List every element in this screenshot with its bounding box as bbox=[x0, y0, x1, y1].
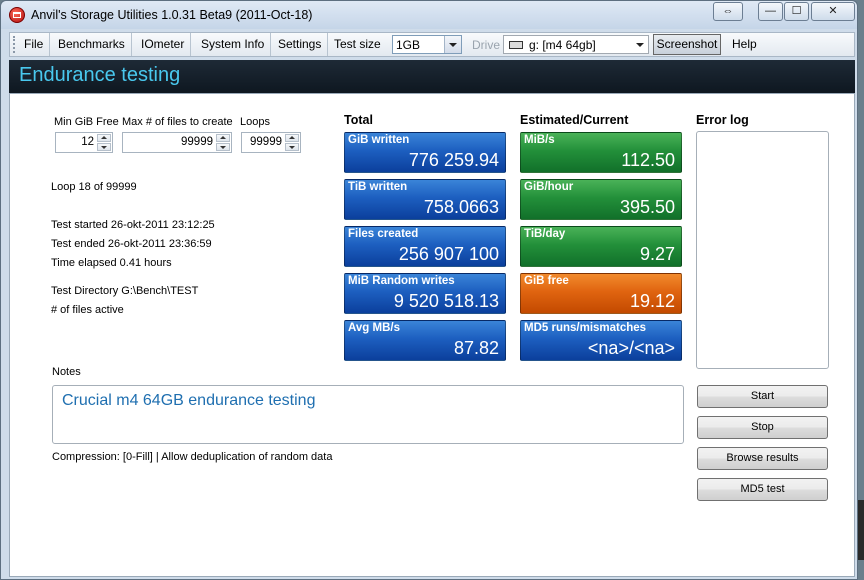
toolbar-grip-icon[interactable] bbox=[13, 36, 16, 53]
max-files-value: 99999 bbox=[181, 136, 213, 148]
tile-md5-runs: MD5 runs/mismatches <na>/<na> bbox=[520, 320, 682, 361]
tile-label: Files created bbox=[348, 228, 419, 240]
tile-avg-mbs: Avg MB/s 87.82 bbox=[344, 320, 506, 361]
tile-value: 395.50 bbox=[619, 197, 675, 217]
window-title: Anvil's Storage Utilities 1.0.31 Beta9 (… bbox=[31, 8, 313, 22]
loops-label: Loops bbox=[240, 116, 270, 128]
menu-benchmarks[interactable]: Benchmarks bbox=[52, 33, 132, 56]
tile-label: TiB written bbox=[348, 181, 408, 193]
tile-value: 758.0663 bbox=[423, 197, 499, 217]
minimize-button[interactable]: — bbox=[758, 2, 783, 21]
notes-text: Crucial m4 64GB endurance testing bbox=[62, 392, 316, 409]
tile-value: 256 907 100 bbox=[398, 244, 499, 264]
tile-gib-written: GiB written 776 259.94 bbox=[344, 132, 506, 173]
test-ended: Test ended 26-okt-2011 23:36:59 bbox=[51, 238, 212, 250]
spin-down-icon[interactable] bbox=[216, 143, 230, 151]
max-files-spinner[interactable]: 99999 bbox=[122, 132, 232, 153]
chevron-down-icon[interactable] bbox=[444, 36, 461, 53]
section-title: Endurance testing bbox=[19, 64, 181, 86]
tile-value: 112.50 bbox=[621, 150, 675, 170]
tile-label: MiB Random writes bbox=[348, 275, 455, 287]
min-free-value: 12 bbox=[81, 136, 94, 148]
drive-icon bbox=[509, 41, 523, 49]
error-log-heading: Error log bbox=[696, 113, 749, 127]
tile-files-created: Files created 256 907 100 bbox=[344, 226, 506, 267]
total-heading: Total bbox=[344, 113, 373, 127]
min-free-spinner[interactable]: 12 bbox=[55, 132, 113, 153]
tile-mibs: MiB/s 112.50 bbox=[520, 132, 682, 173]
spin-up-icon[interactable] bbox=[97, 134, 111, 142]
spin-up-icon[interactable] bbox=[216, 134, 230, 142]
menu-bar: File Benchmarks IOmeter System Info Sett… bbox=[9, 32, 855, 57]
tile-label: MiB/s bbox=[524, 134, 555, 146]
spin-down-icon[interactable] bbox=[97, 143, 111, 151]
menu-system-info[interactable]: System Info bbox=[195, 33, 272, 56]
tile-value: 776 259.94 bbox=[408, 150, 499, 170]
test-started: Test started 26-okt-2011 23:12:25 bbox=[51, 219, 215, 231]
stop-button[interactable]: Stop bbox=[697, 416, 828, 439]
tile-gib-hour: GiB/hour 395.50 bbox=[520, 179, 682, 220]
tile-label: TiB/day bbox=[524, 228, 566, 240]
section-header: Endurance testing bbox=[9, 60, 855, 93]
time-elapsed: Time elapsed 0.41 hours bbox=[51, 257, 172, 269]
spin-up-icon[interactable] bbox=[285, 134, 299, 142]
tile-label: Avg MB/s bbox=[348, 322, 400, 334]
drive-value: g: [m4 64gb] bbox=[529, 38, 596, 52]
test-size-select[interactable]: 1GB bbox=[392, 35, 462, 54]
menu-iometer[interactable]: IOmeter bbox=[135, 33, 192, 56]
resize-button[interactable]: ⇔ bbox=[713, 2, 743, 21]
tile-tib-day: TiB/day 9.27 bbox=[520, 226, 682, 267]
desktop-edge bbox=[858, 500, 864, 560]
test-size-value: 1GB bbox=[396, 38, 421, 52]
menu-settings[interactable]: Settings bbox=[272, 33, 329, 56]
test-size-label: Test size bbox=[334, 37, 381, 51]
tile-random-writes: MiB Random writes 9 520 518.13 bbox=[344, 273, 506, 314]
md5-test-button[interactable]: MD5 test bbox=[697, 478, 828, 501]
menu-file[interactable]: File bbox=[18, 33, 51, 56]
tile-value: 19.12 bbox=[629, 291, 675, 311]
tile-label: GiB written bbox=[348, 134, 410, 146]
app-logo-icon bbox=[9, 7, 25, 23]
notes-input[interactable]: Crucial m4 64GB endurance testing bbox=[52, 385, 684, 444]
loop-status: Loop 18 of 99999 bbox=[51, 181, 137, 193]
close-button[interactable]: ✕ bbox=[811, 2, 855, 21]
tile-value: <na>/<na> bbox=[587, 338, 675, 358]
title-bar[interactable]: Anvil's Storage Utilities 1.0.31 Beta9 (… bbox=[1, 1, 857, 29]
spin-down-icon[interactable] bbox=[285, 143, 299, 151]
drive-label: Drive bbox=[472, 38, 501, 52]
tile-label: GiB/hour bbox=[524, 181, 574, 193]
loops-value: 99999 bbox=[250, 136, 282, 148]
loops-spinner[interactable]: 99999 bbox=[241, 132, 301, 153]
tile-value: 9.27 bbox=[639, 244, 675, 264]
menu-help[interactable]: Help bbox=[732, 37, 757, 51]
compression-info: Compression: [0-Fill] | Allow deduplicat… bbox=[52, 451, 333, 463]
main-panel: Min GiB Free 12 Max # of files to create… bbox=[9, 93, 855, 577]
notes-label: Notes bbox=[52, 366, 81, 378]
estimated-heading: Estimated/Current bbox=[520, 113, 629, 127]
browse-results-button[interactable]: Browse results bbox=[697, 447, 828, 470]
drive-select[interactable]: g: [m4 64gb] bbox=[503, 35, 649, 54]
tile-label: GiB free bbox=[524, 275, 569, 287]
max-files-label: Max # of files to create bbox=[122, 116, 233, 128]
test-directory: Test Directory G:\Bench\TEST bbox=[51, 285, 199, 297]
tile-value: 87.82 bbox=[453, 338, 499, 358]
maximize-button[interactable]: ☐ bbox=[784, 2, 809, 21]
tile-gib-free: GiB free 19.12 bbox=[520, 273, 682, 314]
start-button[interactable]: Start bbox=[697, 385, 828, 408]
tile-tib-written: TiB written 758.0663 bbox=[344, 179, 506, 220]
tile-value: 9 520 518.13 bbox=[393, 291, 499, 311]
files-active: # of files active bbox=[51, 304, 124, 316]
min-free-label: Min GiB Free bbox=[54, 116, 119, 128]
tile-label: MD5 runs/mismatches bbox=[524, 322, 647, 334]
error-log-box[interactable] bbox=[696, 131, 829, 369]
screenshot-button[interactable]: Screenshot bbox=[653, 34, 721, 55]
chevron-down-icon[interactable] bbox=[636, 43, 644, 47]
